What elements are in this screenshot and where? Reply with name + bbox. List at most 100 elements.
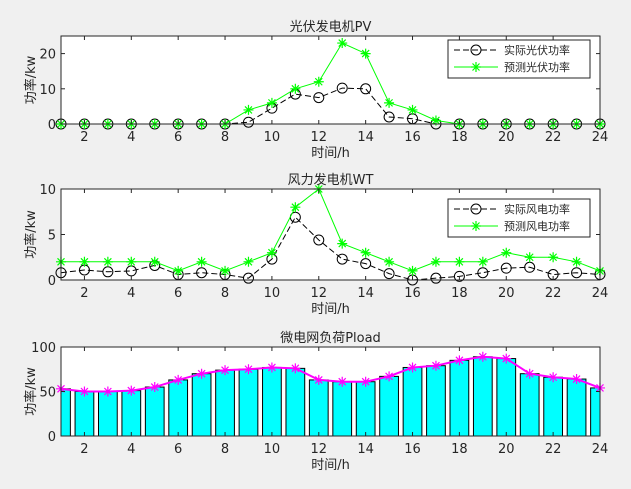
y-axis-label: 功率/kw xyxy=(23,367,39,416)
data-point xyxy=(173,265,184,276)
y-axis-label: 功率/kw xyxy=(23,210,39,259)
data-point xyxy=(196,256,207,267)
bar xyxy=(566,378,587,437)
load-point xyxy=(126,385,137,396)
data-point xyxy=(571,256,582,267)
chart-title: 微电网负荷Pload xyxy=(280,331,381,346)
x-tick-label: 4 xyxy=(127,286,135,301)
data-point xyxy=(454,256,465,267)
y-tick-label: 20 xyxy=(39,48,56,63)
legend-marker xyxy=(470,44,482,56)
bar xyxy=(191,373,212,437)
x-axis-label: 时间/h xyxy=(311,302,350,317)
load-point xyxy=(524,368,535,379)
x-tick-label: 20 xyxy=(498,130,515,145)
data-point xyxy=(548,252,559,263)
bar xyxy=(238,368,259,437)
data-point xyxy=(477,256,488,267)
load-point xyxy=(313,374,324,385)
data-point xyxy=(79,256,90,267)
x-tick-label: 14 xyxy=(357,442,374,457)
x-tick-label: 24 xyxy=(592,130,609,145)
load-point xyxy=(477,351,488,362)
x-tick-label: 10 xyxy=(264,286,281,301)
legend-box xyxy=(447,39,591,79)
data-point xyxy=(149,256,160,267)
x-tick-label: 20 xyxy=(498,442,515,457)
load-point xyxy=(501,353,512,364)
data-point xyxy=(220,265,231,276)
data-point xyxy=(102,256,113,267)
data-point xyxy=(500,262,512,274)
data-point xyxy=(242,116,254,128)
x-tick-label: 14 xyxy=(357,130,374,145)
x-tick-label: 4 xyxy=(127,130,135,145)
y-tick-label: 0 xyxy=(48,274,56,289)
data-point xyxy=(477,267,489,279)
x-tick-label: 8 xyxy=(221,442,229,457)
y-tick-label: 50 xyxy=(39,386,56,401)
subplot-2: 2 4 6 8 10 12 14 16 18 20 22 240510风力发电机WT时间/h功率/kw… xyxy=(23,172,608,317)
load-point xyxy=(337,376,348,387)
x-tick-label: 2 xyxy=(80,442,88,457)
data-point xyxy=(102,266,114,278)
x-tick-label: 22 xyxy=(545,286,562,301)
data-point xyxy=(196,267,208,279)
bar xyxy=(472,356,493,437)
load-point xyxy=(173,374,184,385)
plot-area xyxy=(61,347,600,436)
x-tick-label: 22 xyxy=(545,130,562,145)
x-tick-label: 4 xyxy=(127,442,135,457)
plot-content xyxy=(56,351,605,437)
bar xyxy=(519,373,540,437)
legend-label: 预测风电功率 xyxy=(504,219,570,233)
y-tick-label: 10 xyxy=(39,83,56,98)
data-point xyxy=(453,270,465,282)
legend-marker xyxy=(471,221,481,231)
bar xyxy=(74,391,95,437)
data-point xyxy=(243,104,254,115)
legend-marker xyxy=(470,203,482,215)
x-tick-label: 16 xyxy=(404,286,421,301)
x-axis-label: 时间/h xyxy=(311,458,350,473)
x-tick-label: 18 xyxy=(451,130,468,145)
data-point xyxy=(430,256,441,267)
load-point xyxy=(384,371,395,382)
data-point xyxy=(266,97,277,108)
bar xyxy=(402,366,423,437)
data-point xyxy=(430,115,441,126)
data-point xyxy=(243,256,254,267)
data-point xyxy=(337,238,348,249)
data-point xyxy=(126,256,137,267)
x-tick-label: 10 xyxy=(264,130,281,145)
load-point xyxy=(220,365,231,376)
data-point xyxy=(290,202,301,213)
x-tick-label: 22 xyxy=(545,442,562,457)
load-point xyxy=(243,364,254,375)
data-point xyxy=(360,48,371,59)
data-point xyxy=(336,82,348,94)
data-point xyxy=(501,247,512,258)
x-tick-label: 20 xyxy=(498,286,515,301)
load-point xyxy=(571,374,582,385)
load-point xyxy=(266,362,277,373)
x-tick-label: 24 xyxy=(592,442,609,457)
legend-marker xyxy=(471,62,481,72)
bar xyxy=(308,379,329,437)
data-point xyxy=(242,272,254,284)
legend-box xyxy=(447,198,591,238)
load-point xyxy=(548,372,559,383)
bar xyxy=(496,358,517,437)
data-point xyxy=(360,247,371,258)
y-tick-label: 100 xyxy=(31,341,56,356)
bar xyxy=(355,381,376,437)
data-point xyxy=(571,267,583,279)
load-point xyxy=(360,376,371,387)
data-point xyxy=(524,261,536,273)
x-tick-label: 6 xyxy=(174,442,182,457)
y-tick-label: 0 xyxy=(48,430,56,445)
x-tick-label: 24 xyxy=(592,286,609,301)
x-tick-label: 8 xyxy=(221,130,229,145)
